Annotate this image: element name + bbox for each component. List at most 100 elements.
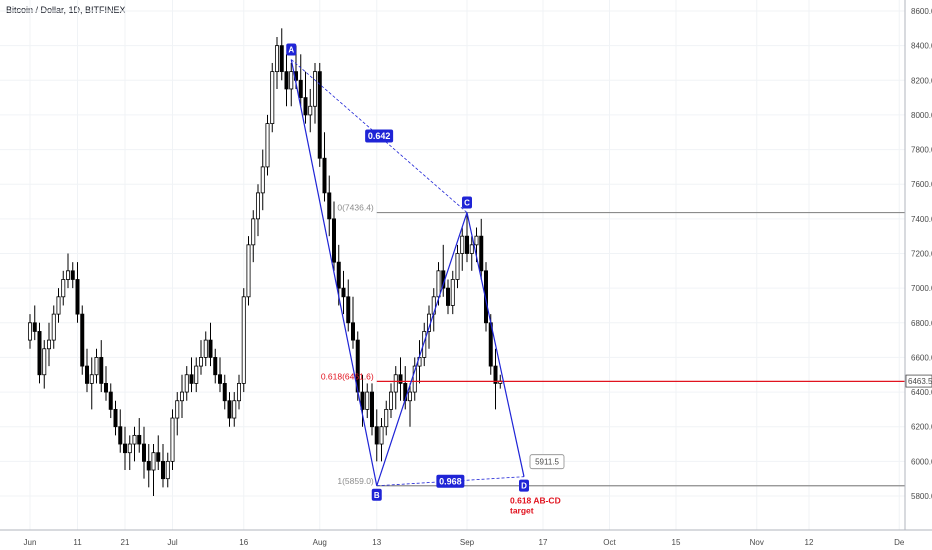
y-tick-label: 7600.0 xyxy=(911,180,932,189)
candle-body xyxy=(94,357,99,376)
candle-body xyxy=(217,374,222,384)
candle-body xyxy=(118,426,123,445)
candle-body xyxy=(198,357,203,367)
x-tick-label: 21 xyxy=(121,538,130,547)
candle-body xyxy=(194,365,199,384)
candle-body xyxy=(42,348,47,376)
candle-body xyxy=(137,434,142,445)
candle-body xyxy=(469,244,474,254)
candle-body xyxy=(422,331,427,358)
last-price-tag xyxy=(905,374,932,388)
candle-body xyxy=(369,391,374,428)
y-tick-label: 5800.0 xyxy=(911,492,932,501)
candle-body xyxy=(241,296,246,384)
candle-body xyxy=(151,452,156,471)
candle-body xyxy=(274,45,279,73)
candle-body xyxy=(483,270,488,324)
candle-body xyxy=(232,400,237,419)
candle-body xyxy=(213,357,218,376)
y-tick-label: 8200.0 xyxy=(911,76,932,85)
y-tick-label: 6400.0 xyxy=(911,388,932,397)
candle-body xyxy=(184,374,189,393)
candle-body xyxy=(479,235,484,272)
chart-title: Bitcoin / Dollar, 1D, BITFINEX xyxy=(6,5,126,15)
point-badge xyxy=(286,43,297,56)
candle-body xyxy=(222,383,227,402)
candle-body xyxy=(270,71,275,124)
candle-body xyxy=(85,365,90,384)
candle-body xyxy=(460,235,465,254)
x-tick-label: Aug xyxy=(313,538,327,547)
candle-body xyxy=(407,391,412,402)
pattern-leg xyxy=(376,212,468,486)
candle-body xyxy=(436,270,441,298)
grid xyxy=(0,0,905,530)
candle-body xyxy=(398,374,403,384)
candle-body xyxy=(189,374,194,384)
ratio-label: 0.642 xyxy=(368,131,391,141)
candle-body xyxy=(312,71,317,107)
candle-body xyxy=(255,192,260,220)
candle-body xyxy=(246,244,251,298)
candle-body xyxy=(160,460,165,480)
y-tick-label: 6800.0 xyxy=(911,319,932,328)
candle-body xyxy=(379,426,384,445)
candle-body xyxy=(56,296,61,315)
x-tick-label: 16 xyxy=(239,538,248,547)
candle-body xyxy=(412,365,417,393)
candle-body xyxy=(384,408,389,428)
x-tick-label: 11 xyxy=(73,538,82,547)
candle-body xyxy=(80,313,85,367)
candle-body xyxy=(146,460,151,471)
pattern-leg xyxy=(466,212,525,477)
fib-level-label: 0(7436.4) xyxy=(337,203,374,213)
candle-body xyxy=(251,218,256,246)
candle-body xyxy=(179,391,184,402)
candle-body xyxy=(308,105,313,116)
y-tick-label: 6200.0 xyxy=(911,423,932,432)
candle-body xyxy=(260,166,265,194)
candle-body xyxy=(61,279,66,298)
d-price-box xyxy=(529,454,565,470)
x-tick-label: 17 xyxy=(539,538,548,547)
pattern-leg xyxy=(290,59,378,486)
x-tick-label: Sep xyxy=(460,538,475,547)
candle-body xyxy=(170,417,175,462)
y-tick-label: 6600.0 xyxy=(911,353,932,362)
x-tick-label: Oct xyxy=(603,538,616,547)
y-tick-label: 7800.0 xyxy=(911,146,932,155)
candle-body xyxy=(445,287,450,306)
target-label-line1: 0.618 AB-CD xyxy=(510,496,561,506)
candle-body xyxy=(70,270,75,280)
candle-body xyxy=(37,331,42,376)
candle-body xyxy=(123,443,128,454)
point-label: D xyxy=(521,482,527,491)
candle-body xyxy=(108,391,113,410)
y-tick-label: 6000.0 xyxy=(911,457,932,466)
candle-body xyxy=(203,339,208,358)
x-tick-label: Jul xyxy=(167,538,177,547)
candle-body xyxy=(113,408,118,428)
candle-body xyxy=(303,97,308,116)
point-badge xyxy=(462,196,472,209)
candle-body xyxy=(208,339,213,358)
candle-body xyxy=(127,443,132,454)
candle-body xyxy=(289,71,294,90)
candle-body xyxy=(99,357,104,384)
candle-body xyxy=(141,443,146,462)
y-tick-label: 7000.0 xyxy=(911,284,932,293)
target-label-line2: target xyxy=(510,506,534,516)
y-tick-label: 8600.0 xyxy=(911,7,932,16)
candle-body xyxy=(327,192,332,220)
ratio-label: 0.968 xyxy=(439,476,462,486)
candle-body xyxy=(317,71,322,159)
ratio-line-bd xyxy=(376,476,525,487)
point-badge xyxy=(519,479,529,492)
candle-body xyxy=(346,296,351,324)
point-label: B xyxy=(374,491,380,500)
candle-body xyxy=(450,279,455,306)
candle-body xyxy=(388,391,393,410)
